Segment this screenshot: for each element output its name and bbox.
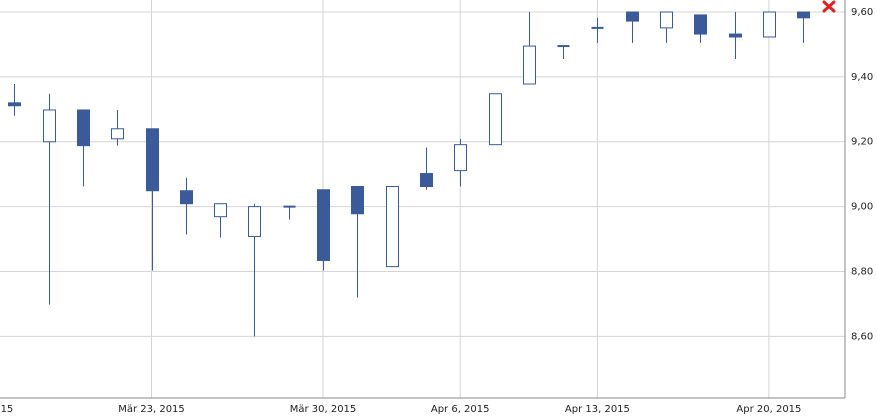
x-tick-label: Mär 23, 2015 (118, 404, 185, 415)
candle-body (317, 189, 330, 261)
x-tick-label: Mär 30, 2015 (290, 404, 357, 415)
y-tick-label: 9,40 (851, 72, 873, 83)
candle-body (420, 173, 433, 188)
candle-body (694, 14, 707, 35)
candle-body (351, 186, 364, 215)
y-tick-label: 9,00 (851, 202, 873, 213)
candle-body (626, 11, 639, 22)
candle-body (248, 206, 261, 237)
x-tick-label: Apr 13, 2015 (565, 404, 630, 415)
x-tick-label: Mär 16, 2015 (0, 404, 13, 415)
candle-body (454, 144, 467, 172)
candle-body (43, 109, 56, 143)
candle-body (523, 45, 536, 85)
candle-body (660, 11, 673, 29)
candle-body (214, 203, 227, 218)
candle-body (797, 11, 810, 19)
candle-body (77, 109, 90, 147)
last-price-marker (822, 0, 836, 13)
x-tick-label: Apr 20, 2015 (736, 404, 801, 415)
y-tick-label: 8,80 (851, 266, 873, 277)
candle-body (180, 190, 193, 205)
x-tick-label: Apr 6, 2015 (431, 404, 490, 415)
candle-body (386, 186, 399, 268)
candle-body (111, 128, 124, 140)
candle-body (8, 102, 21, 107)
candle-body (729, 33, 742, 38)
y-tick-label: 9,60 (851, 7, 873, 18)
candle-body (763, 11, 776, 38)
y-tick-label: 8,60 (851, 331, 873, 342)
candle-body (489, 93, 502, 146)
y-tick-label: 9,20 (851, 137, 873, 148)
candle-body (146, 128, 159, 192)
